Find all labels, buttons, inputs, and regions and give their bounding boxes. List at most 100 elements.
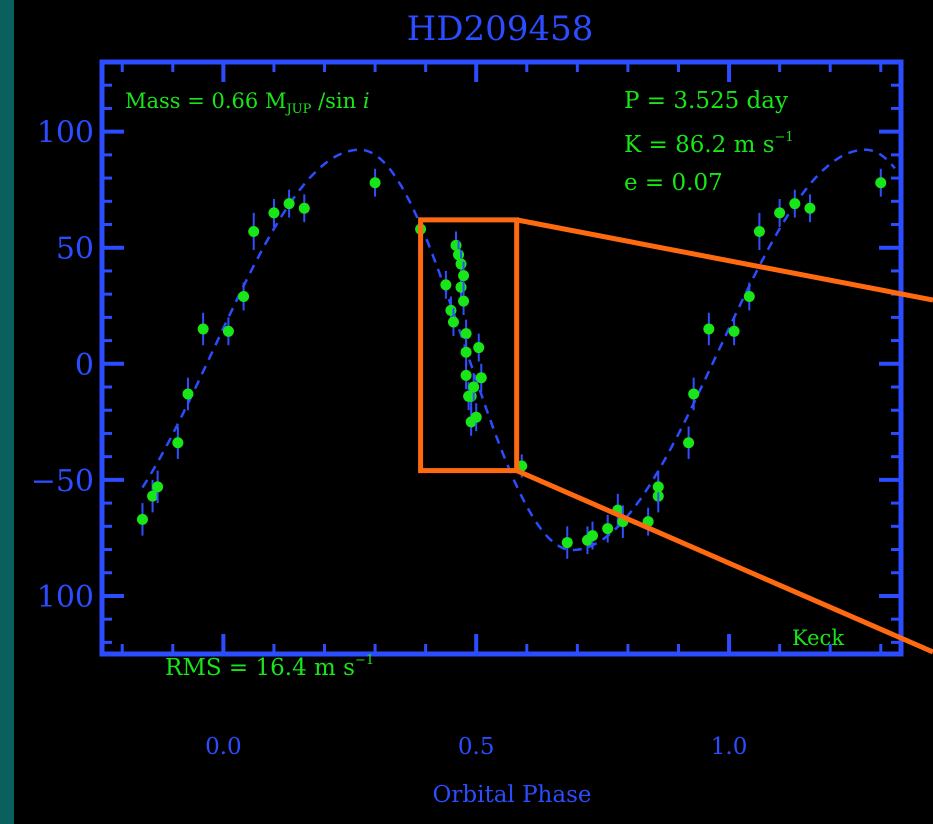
data-points [136, 168, 887, 559]
data-point [440, 270, 452, 299]
data-point [470, 403, 482, 432]
highlight-callout [418, 217, 933, 655]
data-point [460, 361, 472, 390]
point-marker [561, 537, 573, 549]
point-marker [136, 513, 148, 525]
chart-title: HD209458 [407, 9, 594, 49]
point-marker [460, 328, 472, 340]
point-marker [774, 207, 786, 219]
data-point [458, 261, 470, 290]
point-marker [152, 481, 164, 493]
point-marker [268, 207, 280, 219]
data-point [152, 470, 164, 504]
point-marker [172, 437, 184, 449]
point-marker [652, 481, 664, 493]
k-prefix: K = 86.2 m s [624, 132, 775, 158]
point-marker [743, 290, 755, 302]
data-point [753, 212, 765, 251]
y-tick-label: 100 [37, 580, 94, 615]
telescope-annotation: Keck [792, 626, 844, 650]
data-point [804, 194, 816, 223]
data-point [369, 168, 381, 197]
point-marker [147, 490, 159, 502]
rms-annotation: RMS = 16.4 m s−1 [165, 653, 374, 681]
period-annotation: P = 3.525 day [624, 88, 788, 114]
point-marker [473, 342, 485, 354]
x-tick-label: 1.0 [711, 734, 748, 760]
data-point [683, 426, 695, 459]
data-point [473, 333, 485, 362]
data-point [172, 426, 184, 459]
data-point [222, 317, 234, 346]
chart-panel [14, 0, 933, 824]
point-marker [688, 388, 700, 400]
model-curve [141, 148, 896, 552]
y-axis: 100 50 0 −50 100 [31, 83, 901, 644]
data-point [197, 312, 209, 346]
data-point [587, 521, 599, 550]
rms-superscript: −1 [355, 653, 374, 668]
point-marker [248, 225, 260, 237]
data-point [298, 194, 310, 223]
data-point [475, 363, 487, 392]
plot-frame [99, 59, 904, 657]
data-point [458, 287, 470, 316]
data-point [743, 282, 755, 311]
point-marker [728, 325, 740, 337]
callout-line-top [516, 217, 933, 303]
data-point [447, 308, 459, 336]
data-point [248, 212, 260, 251]
point-marker [455, 281, 467, 293]
y-tick-label: 50 [56, 232, 94, 267]
point-marker [197, 323, 209, 335]
data-point [602, 514, 614, 543]
y-tick-label: 100 [37, 116, 94, 151]
data-point [688, 377, 700, 411]
point-marker [369, 177, 381, 189]
x-axis: 0.0 0.5 1.0 [120, 62, 883, 760]
point-marker [789, 198, 801, 210]
point-marker [458, 270, 470, 282]
point-marker [475, 372, 487, 384]
point-marker [283, 198, 295, 210]
point-marker [753, 225, 765, 237]
data-point [283, 189, 295, 218]
data-point [703, 312, 715, 346]
point-marker [298, 202, 310, 214]
point-marker [465, 390, 477, 402]
point-marker [182, 388, 194, 400]
x-axis-label: Orbital Phase [433, 782, 592, 808]
y-tick-label: 0 [75, 348, 94, 383]
data-point [875, 168, 887, 197]
ecc-annotation: e = 0.07 [624, 170, 723, 196]
k-annotation: K = 86.2 m s−1 [624, 130, 794, 158]
mass-annotation: Mass = 0.66 MJUP /sin i [125, 89, 370, 117]
point-marker [453, 249, 465, 261]
point-marker [468, 381, 480, 393]
y-tick-label: −50 [31, 464, 94, 499]
point-marker [458, 295, 470, 307]
point-marker [447, 316, 459, 328]
highlight-box [418, 217, 520, 474]
point-marker [703, 323, 715, 335]
point-marker [455, 258, 467, 270]
x-tick-label: 0.0 [205, 734, 242, 760]
data-point [468, 373, 480, 401]
k-superscript: −1 [775, 130, 794, 145]
point-marker [602, 523, 614, 535]
point-marker [470, 411, 482, 423]
rms-prefix: RMS = 16.4 m s [165, 655, 355, 681]
data-point [774, 198, 786, 227]
point-marker [683, 437, 695, 449]
point-marker [445, 304, 457, 316]
point-marker [460, 369, 472, 381]
data-point [728, 317, 740, 346]
mass-subscript: JUP [284, 102, 311, 117]
mass-italic: i [363, 89, 370, 113]
point-marker [450, 239, 462, 251]
data-point [182, 377, 194, 411]
point-marker [460, 346, 472, 358]
data-point [238, 282, 250, 311]
